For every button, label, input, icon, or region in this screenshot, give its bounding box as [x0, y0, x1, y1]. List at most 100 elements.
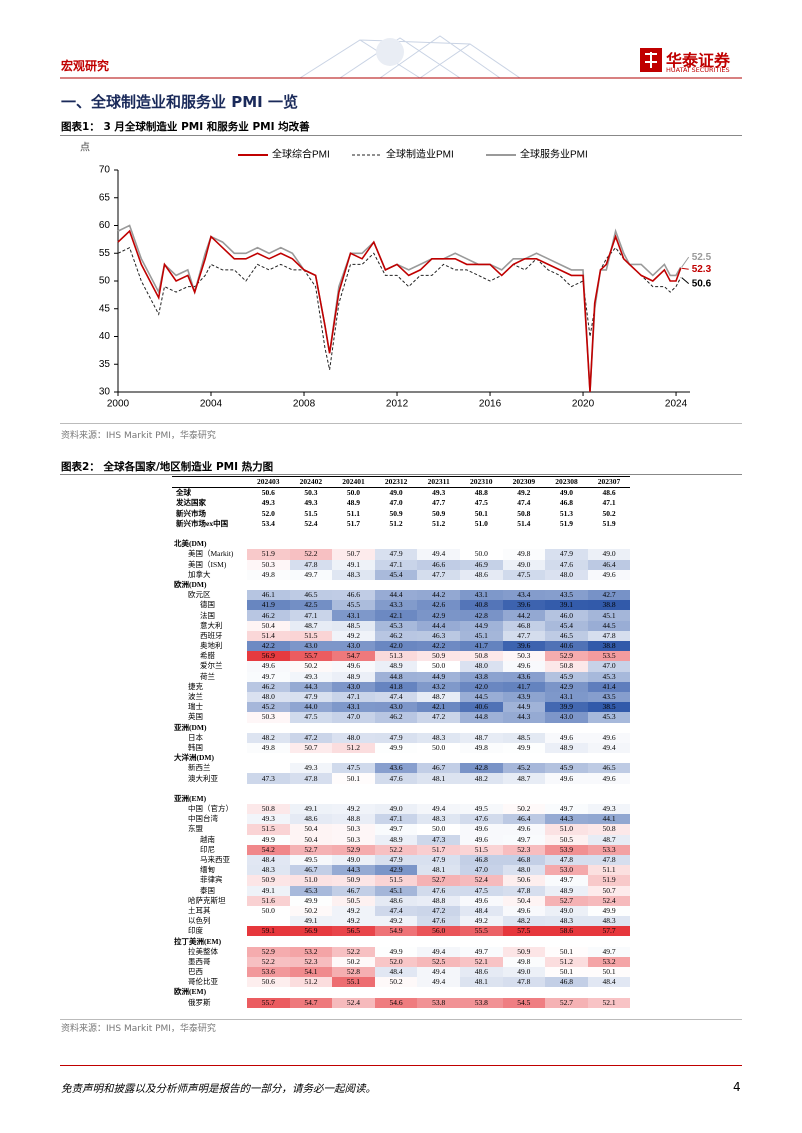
row-label: 美国（Markit) [188, 549, 234, 559]
value-cell: 49.6 [502, 661, 546, 672]
value-cell: 46.5 [289, 590, 333, 601]
row-label: 缅甸 [200, 865, 215, 875]
value-cell: 46.8 [502, 854, 546, 866]
value-cell: 51.3 [374, 651, 418, 662]
value-cell: 50.4 [289, 824, 333, 835]
value-cell: 46.8 [545, 977, 588, 988]
value-cell: 50.8 [517, 508, 531, 518]
y-tick-label: 55 [99, 248, 111, 259]
y-tick-label: 60 [99, 220, 111, 231]
data-row: 以色列 49.1 49.2 49.2 47.6 49.2 48.2 48.3 48.3 [172, 916, 631, 927]
value-cell: 49.3 [432, 488, 446, 498]
row-label: 德国 [200, 600, 215, 610]
value-cell: 49.7 [545, 875, 588, 886]
footer-rule [60, 1065, 742, 1066]
value-cell: 47.8 [289, 559, 333, 570]
value-cell: 49.0 [559, 488, 574, 498]
value-cell: 39.1 [545, 600, 588, 611]
value-cell: 49.6 [502, 824, 546, 835]
value-cell: 42.7 [587, 590, 631, 601]
value-cell: 48.0 [502, 865, 546, 876]
logo-en: HUATAI SECURITIES [666, 66, 730, 74]
value-cell: 51.1 [346, 508, 361, 518]
value-cell: 52.8 [332, 967, 375, 978]
value-cell: 49.6 [587, 569, 631, 580]
value-cell: 53.5 [587, 651, 631, 662]
data-row: 缅甸 48.3 46.7 44.3 42.9 48.1 47.0 48.0 53.0 51.1 [172, 865, 631, 876]
value-cell: 47.5 [474, 498, 488, 508]
data-row: 希腊 56.9 55.7 54.7 51.3 50.9 50.8 50.3 52.9 53.5 [172, 651, 631, 662]
y-tick-label: 30 [99, 387, 111, 398]
value-cell: 49.2 [332, 905, 375, 917]
row-label: 马来西亚 [200, 855, 230, 865]
value-cell: 46.4 [502, 814, 546, 825]
value-cell: 49.8 [502, 549, 546, 560]
decor-lattice [299, 35, 521, 79]
value-cell: 57.5 [502, 926, 546, 937]
value-cell: 50.7 [289, 742, 333, 754]
value-cell: 46.7 [417, 763, 460, 774]
value-cell: 48.9 [346, 498, 361, 508]
value-cell: 49.6 [332, 661, 375, 672]
value-cell: 50.0 [417, 824, 460, 835]
page-number: 4 [733, 1080, 741, 1094]
value-cell: 50.1 [587, 967, 631, 978]
group-title: 拉丁美洲(EM) [174, 936, 222, 946]
row-label: 巴西 [188, 967, 203, 977]
end-label: 50.6 [692, 278, 712, 289]
value-cell: 40.6 [545, 641, 588, 652]
data-row: 奥地利 42.2 43.0 43.0 42.0 42.2 41.7 39.6 40.6 38.8 [172, 641, 631, 652]
column-header: 202402 [289, 475, 333, 489]
value-cell: 51.9 [247, 549, 290, 560]
value-cell: 43.0 [332, 641, 375, 652]
group-row: 欧洲(DM) [172, 580, 630, 590]
value-cell: 53.0 [545, 865, 588, 876]
value-cell: 54.9 [374, 926, 418, 937]
value-cell: 51.9 [602, 518, 616, 528]
value-cell: 50.9 [247, 875, 290, 886]
data-row: 加拿大 49.8 49.7 48.3 45.4 47.7 48.6 47.5 48.0 49.6 [172, 569, 631, 580]
value-cell: 47.8 [289, 773, 333, 784]
value-cell: 50.2 [289, 661, 333, 672]
legend-label: 全球综合PMI [272, 148, 330, 161]
data-row: 波兰 48.0 47.9 47.1 47.4 48.7 44.5 43.9 43.1 43.5 [172, 691, 631, 703]
value-cell: 50.9 [417, 651, 460, 662]
value-cell: 51.5 [459, 844, 503, 855]
value-cell: 47.5 [332, 763, 375, 774]
value-cell: 51.5 [247, 824, 290, 835]
value-cell: 44.3 [502, 712, 546, 723]
value-cell: 43.1 [545, 691, 588, 703]
value-cell: 48.5 [502, 732, 546, 743]
row-label: 哥伦比亚 [188, 977, 218, 987]
value-cell: 50.4 [502, 895, 546, 906]
value-cell: 52.7 [545, 895, 588, 906]
value-cell: 47.9 [417, 854, 460, 866]
value-cell: 49.4 [417, 804, 460, 815]
end-leader [681, 267, 689, 270]
value-cell: 47.9 [374, 854, 418, 866]
row-label: 中国台湾 [188, 814, 218, 824]
caption-rule [60, 474, 742, 475]
data-row: 新兴市场ex中国 53.4 52.4 51.7 51.2 51.2 51.0 51.4 51.9… [172, 519, 630, 529]
heatmap-table: 202403 202402 202401 202312 202311 202310 2023… [172, 475, 631, 1008]
value-cell: 47.0 [389, 498, 403, 508]
value-cell: 47.5 [459, 885, 503, 896]
value-cell: 48.9 [374, 834, 418, 845]
row-label: 哈萨克斯坦 [188, 895, 226, 905]
value-cell: 46.8 [559, 498, 574, 508]
value-cell: 48.4 [587, 977, 631, 988]
value-cell: 44.5 [587, 620, 631, 631]
data-row: 中国台湾 49.3 48.6 48.8 47.1 48.3 47.6 46.4 44.3 44.1 [172, 814, 631, 825]
value-cell: 54.7 [289, 997, 333, 1008]
value-cell: 48.0 [247, 691, 290, 703]
value-cell: 43.1 [332, 610, 375, 621]
value-cell: 50.5 [545, 834, 588, 845]
value-cell: 43.0 [289, 641, 333, 652]
value-cell: 49.5 [289, 854, 333, 866]
value-cell: 47.2 [417, 712, 460, 723]
value-cell: 49.2 [517, 488, 531, 498]
value-cell: 53.3 [587, 844, 631, 855]
value-cell: 49.6 [502, 905, 546, 917]
value-cell: 52.3 [502, 844, 546, 855]
value-cell: 42.8 [459, 610, 503, 621]
